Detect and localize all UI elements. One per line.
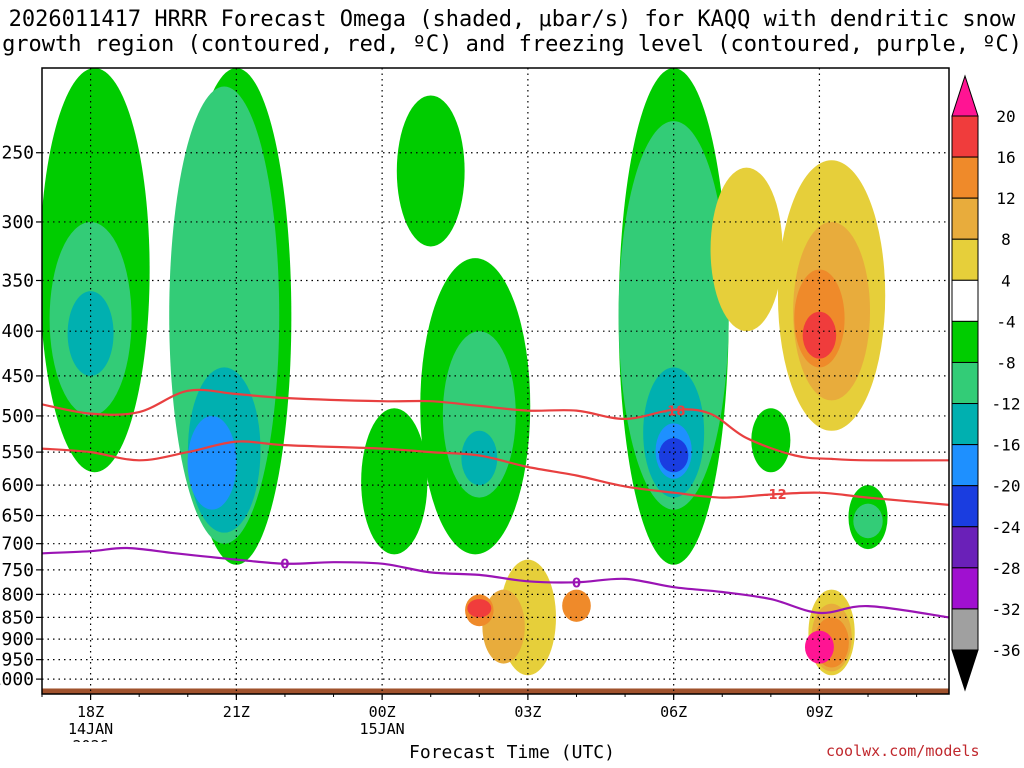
omega-region <box>67 291 114 376</box>
y-tick-label: 250 <box>1 143 34 164</box>
terrain-band <box>42 688 949 694</box>
omega-chart: -18 -12 0 0 250 300 350 400 450 500 550 600 650 700 7… <box>0 67 1021 742</box>
colorbar-segment <box>951 197 979 240</box>
colorbar-label: 12 <box>996 189 1015 208</box>
y-tick-label: 500 <box>1 406 34 427</box>
omega-region <box>396 95 465 247</box>
omega-region <box>467 599 492 618</box>
y-tick-label: 650 <box>1 506 34 527</box>
colorbar-label: -12 <box>992 395 1021 414</box>
y-tick-label: 350 <box>1 270 34 291</box>
contour-line <box>42 440 949 506</box>
colorbar-segment <box>951 361 979 405</box>
colorbar-segment <box>951 403 979 446</box>
x-tick-label: 18Z <box>77 703 104 721</box>
omega-region <box>659 438 689 473</box>
colorbar-label: -8 <box>996 353 1015 372</box>
omega-region <box>853 503 883 539</box>
colorbar-label: -4 <box>996 312 1015 331</box>
contour-line <box>42 388 949 462</box>
contour-labels: -18 -12 0 0 <box>280 405 786 592</box>
omega-region <box>442 331 516 498</box>
y-tick-label: 550 <box>1 442 34 463</box>
colorbar-label: -16 <box>992 436 1021 455</box>
colorbar-segment <box>951 156 979 199</box>
contour-line <box>42 546 949 619</box>
colorbar-label: 20 <box>996 107 1015 126</box>
colorbar-segment <box>951 279 979 322</box>
credit-text: coolwx.com/models <box>826 742 980 760</box>
colorbar-segment <box>951 567 979 610</box>
x-tick-label: 00Z <box>369 703 396 721</box>
contour-lines <box>42 388 949 619</box>
y-tick-label: 700 <box>1 534 34 555</box>
y-axis: 2503003504004505005506006507007508008509… <box>0 143 42 690</box>
omega-region <box>461 430 498 486</box>
x-tick-label: 2026 <box>73 737 109 742</box>
omega-region <box>710 167 783 332</box>
omega-region <box>562 589 591 622</box>
y-tick-label: 800 <box>1 584 34 605</box>
omega-region <box>187 415 237 510</box>
x-tick-label: 15JAN <box>360 720 405 738</box>
colorbar-label: -20 <box>992 477 1021 496</box>
y-tick-label: 300 <box>1 212 34 233</box>
plot-frame <box>41 67 950 695</box>
colorbar: 20 16 12 8 4 -4 -8 -12 -16 -20 -24 -28 -32 -36 <box>951 74 1021 692</box>
contour-label: -12 <box>763 488 787 503</box>
terrain-fill <box>42 688 949 694</box>
y-tick-label: 850 <box>1 607 34 628</box>
omega-region <box>751 408 791 473</box>
colorbar-segment <box>951 485 979 528</box>
colorbar-segment <box>951 115 979 158</box>
x-tick-label: 03Z <box>514 703 541 721</box>
colorbar-label: -28 <box>992 559 1021 578</box>
colorbar-label: -36 <box>992 641 1021 660</box>
x-axis-label: Forecast Time (UTC) <box>409 742 615 763</box>
colorbar-label: -32 <box>992 600 1021 619</box>
x-tick-label: 21Z <box>223 703 250 721</box>
colorbar-label: -24 <box>992 518 1021 537</box>
y-tick-label: 400 <box>1 321 34 342</box>
x-tick-label: 06Z <box>660 703 687 721</box>
chart-title-line-2: growth region (contoured, red, ºC) and f… <box>2 32 1022 57</box>
chart-title-line-1: 2026011417 HRRR Forecast Omega (shaded, … <box>8 7 1016 32</box>
y-tick-label: 900 <box>1 629 34 650</box>
colorbar-segment <box>951 608 979 651</box>
colorbar-top-arrow <box>951 74 979 117</box>
x-tick-label: 14JAN <box>68 720 113 738</box>
omega-region <box>361 408 428 555</box>
colorbar-label: 4 <box>1001 271 1011 290</box>
colorbar-label: 16 <box>996 148 1015 167</box>
y-tick-label: 600 <box>1 475 34 496</box>
contour-label: -18 <box>662 405 686 420</box>
y-tick-label: 950 <box>1 650 34 671</box>
colorbar-bottom-arrow <box>951 649 979 692</box>
colorbar-label: 8 <box>1001 230 1011 249</box>
contour-label: 0 <box>572 576 581 591</box>
y-tick-label: 450 <box>1 366 34 387</box>
colorbar-segment <box>951 526 979 569</box>
y-tick-label: 1000 <box>0 669 34 690</box>
colorbar-segment <box>951 320 979 363</box>
colorbar-segment <box>951 444 979 487</box>
y-tick-label: 750 <box>1 560 34 581</box>
contour-label: 0 <box>280 558 289 573</box>
x-tick-label: 09Z <box>806 703 833 721</box>
omega-region <box>802 311 837 359</box>
colorbar-segment <box>951 238 979 281</box>
